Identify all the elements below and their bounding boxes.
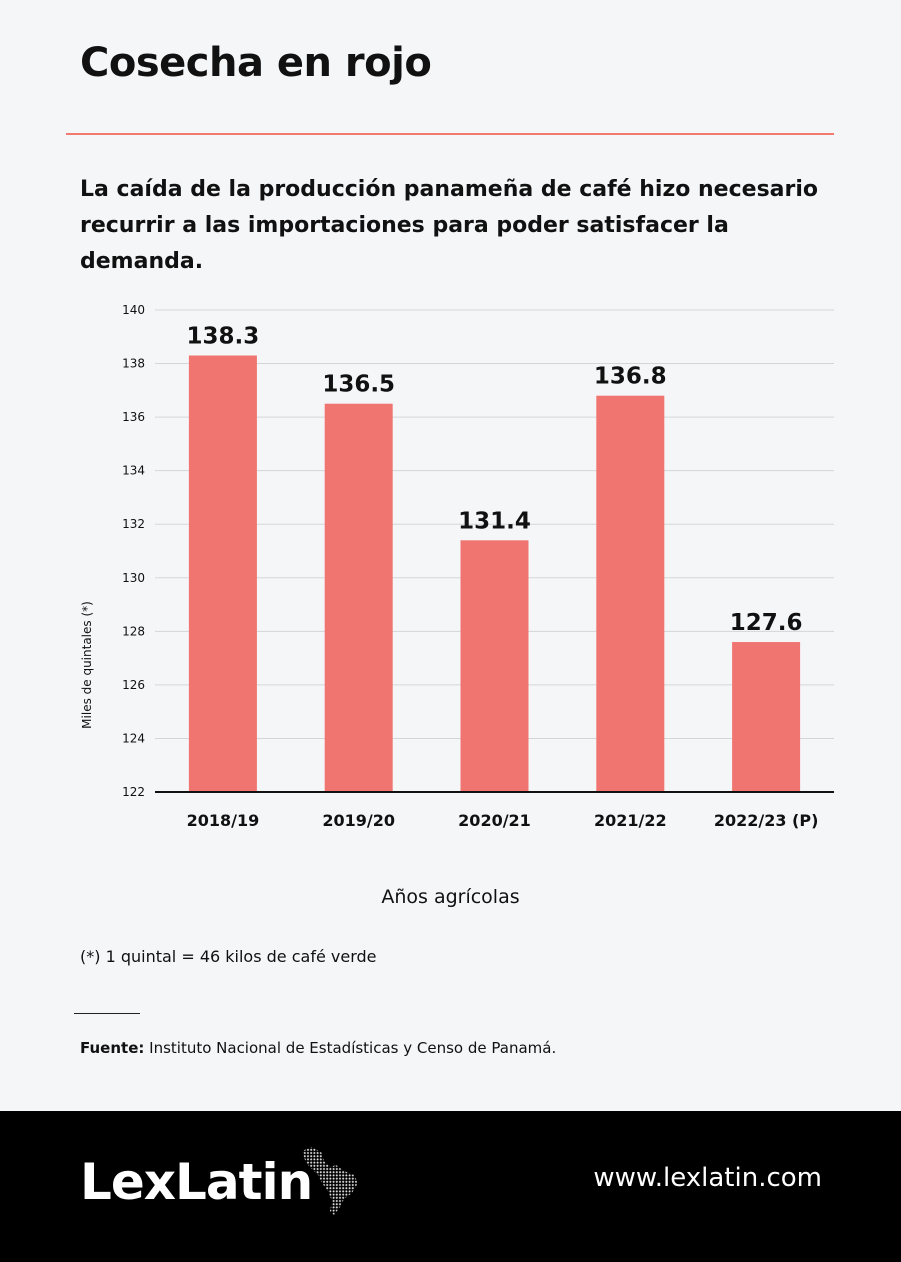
- data-label: 136.5: [322, 372, 395, 398]
- data-label: 127.6: [730, 610, 803, 636]
- footnote: (*) 1 quintal = 46 kilos de café verde: [80, 947, 377, 966]
- grid-lines: [155, 309, 834, 739]
- bar: [324, 403, 393, 792]
- x-tick-label: 2018/19: [187, 811, 260, 830]
- y-tick-label: 140: [122, 303, 145, 317]
- data-label: 131.4: [458, 508, 531, 534]
- bars: [188, 355, 801, 792]
- y-tick-label: 136: [122, 410, 145, 424]
- bar: [188, 355, 257, 792]
- bar: [732, 642, 801, 792]
- chart-subtitle: La caída de la producción panameña de ca…: [80, 177, 819, 274]
- title-divider: [66, 133, 834, 135]
- source-note: Fuente: Instituto Nacional de Estadístic…: [80, 1039, 556, 1057]
- data-label: 138.3: [187, 324, 260, 350]
- x-tick-label: 2020/21: [458, 811, 531, 830]
- lexlatin-logo: LexLatin: [80, 1153, 313, 1211]
- footer-bar: LexLatin www.lexlatin.com: [0, 1111, 901, 1262]
- y-tick-label: 124: [122, 731, 145, 745]
- x-axis-title: Años agrícolas: [381, 886, 520, 908]
- x-tick-label: 2022/23 (P): [714, 811, 819, 830]
- x-tick-labels: 2018/19 2019/20 2020/21 2021/22 2022/23 (P): [187, 811, 819, 830]
- y-tick-label: 138: [122, 357, 145, 371]
- latin-america-map-icon: [302, 1147, 358, 1215]
- website-url: www.lexlatin.com: [593, 1163, 822, 1193]
- source-divider: [74, 1013, 140, 1014]
- source-text: Instituto Nacional de Estadísticas y Cen…: [144, 1039, 557, 1057]
- y-axis-title: Miles de quintales (*): [80, 601, 94, 729]
- page-title: Cosecha en rojo: [80, 40, 432, 86]
- source-label: Fuente:: [80, 1039, 145, 1057]
- bar-chart: 122 124 126 128 130 132 134 136 138 140 138.3 136.…: [80, 303, 834, 830]
- y-tick-labels: 122 124 126 128 130 132 134 136 138 140: [122, 303, 145, 799]
- y-tick-label: 122: [122, 785, 145, 799]
- bar: [460, 540, 529, 792]
- x-tick-label: 2019/20: [322, 811, 395, 830]
- y-tick-label: 130: [122, 571, 145, 585]
- y-tick-label: 128: [122, 624, 145, 638]
- x-tick-label: 2021/22: [594, 811, 667, 830]
- y-tick-label: 134: [122, 464, 145, 478]
- y-tick-label: 126: [122, 678, 145, 692]
- data-labels: 138.3 136.5 131.4 136.8 127.6: [187, 324, 803, 637]
- y-tick-label: 132: [122, 517, 145, 531]
- data-label: 136.8: [594, 364, 667, 390]
- bar: [596, 395, 665, 792]
